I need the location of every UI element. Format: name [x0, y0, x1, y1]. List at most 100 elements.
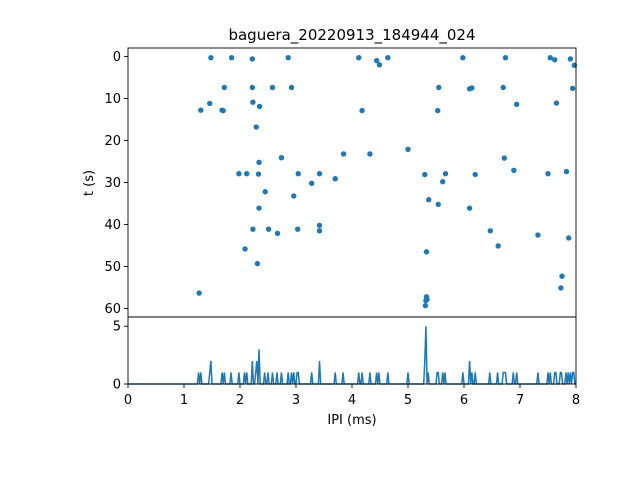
scatter-point	[535, 232, 541, 238]
scatter-point	[367, 151, 373, 157]
scatter-point	[249, 84, 256, 91]
scatter-point	[316, 228, 323, 234]
x-tick-label: 8	[572, 393, 580, 408]
scatter-point	[316, 222, 323, 229]
scatter-point	[436, 84, 442, 91]
scatter-point	[236, 170, 242, 177]
scatter-point	[547, 54, 553, 61]
y-tick-label: 50	[104, 260, 121, 275]
scatter-point	[249, 56, 256, 62]
x-tick-label: 1	[180, 393, 188, 408]
scatter-point	[501, 155, 508, 161]
y-tick-label: 60	[104, 302, 121, 317]
scatter-points	[196, 54, 578, 309]
x-axis-ticks: 0 1 2 3 4 5 6 7 8	[124, 384, 580, 408]
scatter-point	[559, 273, 565, 279]
scatter-point	[265, 226, 272, 232]
y-tick-label: 0	[113, 50, 121, 65]
scatter-point	[198, 107, 204, 113]
scatter-point	[254, 260, 261, 267]
y-tick-label: 30	[104, 176, 121, 191]
scatter-point	[250, 226, 256, 232]
scatter-point	[511, 167, 517, 174]
x-tick-label: 2	[236, 393, 244, 408]
scatter-point	[563, 168, 570, 175]
scatter-point	[373, 57, 380, 64]
scatter-point	[513, 101, 520, 108]
x-tick-label: 3	[292, 393, 300, 408]
scatter-point	[255, 171, 262, 177]
scatter-point	[469, 85, 475, 91]
scatter-panel: baguera_20220913_184944_024 t (s) 0 10 20 3…	[82, 26, 578, 318]
scatter-point	[288, 84, 295, 91]
scatter-point	[242, 246, 248, 252]
scatter-point	[376, 62, 383, 68]
scatter-point	[295, 170, 301, 177]
y-tick-label: 20	[104, 134, 121, 149]
y-axis-label: t (s)	[82, 170, 97, 196]
scatter-point	[269, 84, 276, 91]
scatter-point	[460, 54, 466, 61]
scatter-point	[250, 99, 256, 105]
chart-title: baguera_20220913_184944_024	[228, 26, 475, 45]
scatter-point	[434, 107, 441, 114]
x-tick-label: 0	[124, 393, 132, 408]
x-axis-label: IPI (ms)	[327, 413, 376, 428]
scatter-point	[256, 159, 262, 166]
scatter-point	[221, 84, 228, 91]
scatter-point	[566, 235, 572, 241]
hist-y-tick-label: 5	[113, 320, 121, 335]
scatter-point	[487, 228, 494, 234]
x-tick-label: 6	[460, 393, 468, 408]
scatter-point	[196, 290, 202, 296]
y-axis-ticks: 0 10 20 30 40 50 60	[104, 50, 128, 317]
scatter-point	[253, 124, 259, 130]
scatter-point	[359, 107, 365, 114]
scatter-point	[294, 226, 301, 232]
scatter-point	[424, 296, 430, 303]
scatter-point	[256, 205, 262, 211]
hist-y-tick-label: 0	[113, 378, 121, 393]
scatter-point	[422, 302, 429, 309]
scatter-point	[220, 107, 226, 114]
y-tick-label: 40	[104, 218, 121, 233]
scatter-point	[308, 180, 315, 187]
scatter-point	[466, 205, 473, 211]
scatter-point	[228, 54, 235, 61]
x-tick-label: 4	[348, 393, 356, 408]
scatter-point	[256, 103, 263, 110]
scatter-point	[274, 230, 281, 237]
scatter-point	[291, 193, 297, 199]
scatter-point	[422, 171, 428, 178]
scatter-point	[495, 243, 501, 249]
scatter-point	[207, 100, 213, 107]
scatter-point	[569, 85, 576, 92]
scatter-point	[405, 146, 411, 152]
scatter-point	[244, 170, 250, 177]
scatter-point	[385, 54, 391, 61]
x-tick-label: 5	[404, 393, 412, 408]
scatter-point	[552, 57, 558, 63]
scatter-point	[423, 249, 430, 255]
scatter-point	[285, 54, 291, 61]
scatter-point	[553, 100, 560, 106]
scatter-point	[558, 285, 564, 291]
scatter-point	[208, 54, 214, 61]
scatter-point	[567, 56, 574, 62]
scatter-point	[500, 84, 506, 91]
scatter-point	[545, 170, 551, 177]
x-tick-label: 7	[516, 393, 524, 408]
y-tick-label: 10	[104, 92, 121, 107]
histogram-y-ticks: 05	[113, 320, 128, 393]
scatter-point	[472, 171, 478, 178]
scatter-point	[278, 155, 285, 161]
scatter-point	[442, 170, 449, 177]
scatter-point	[440, 178, 446, 185]
scatter-point	[435, 201, 441, 208]
scatter-point	[502, 54, 509, 61]
scatter-point	[316, 170, 323, 177]
scatter-point	[340, 151, 347, 157]
scatter-point	[356, 54, 362, 61]
